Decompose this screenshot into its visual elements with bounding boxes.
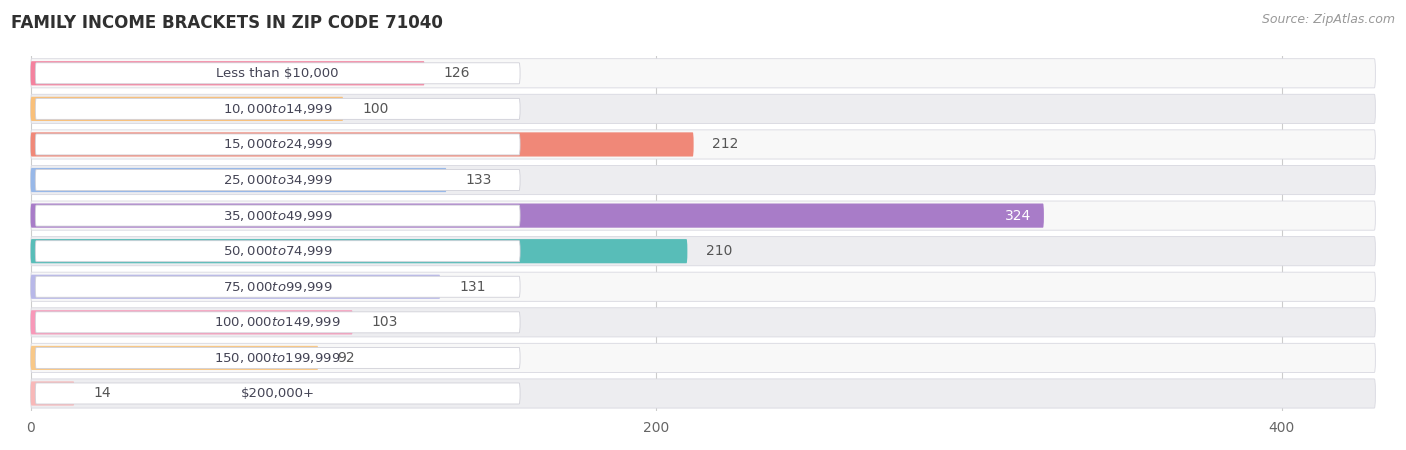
Text: $200,000+: $200,000+	[240, 387, 315, 400]
Text: 210: 210	[706, 244, 733, 258]
Text: 92: 92	[337, 351, 354, 365]
Text: $35,000 to $49,999: $35,000 to $49,999	[224, 209, 333, 223]
Text: $50,000 to $74,999: $50,000 to $74,999	[224, 244, 333, 258]
FancyBboxPatch shape	[31, 168, 447, 192]
FancyBboxPatch shape	[31, 130, 1375, 159]
Text: 133: 133	[465, 173, 492, 187]
Text: 14: 14	[93, 387, 111, 400]
FancyBboxPatch shape	[31, 94, 1375, 123]
FancyBboxPatch shape	[35, 276, 520, 297]
Text: FAMILY INCOME BRACKETS IN ZIP CODE 71040: FAMILY INCOME BRACKETS IN ZIP CODE 71040	[11, 14, 443, 32]
FancyBboxPatch shape	[31, 346, 318, 370]
FancyBboxPatch shape	[31, 343, 1375, 373]
FancyBboxPatch shape	[31, 132, 693, 157]
Text: Source: ZipAtlas.com: Source: ZipAtlas.com	[1261, 14, 1395, 27]
FancyBboxPatch shape	[35, 347, 520, 369]
FancyBboxPatch shape	[35, 170, 520, 190]
Text: Less than $10,000: Less than $10,000	[217, 67, 339, 80]
FancyBboxPatch shape	[31, 58, 1375, 88]
Text: $25,000 to $34,999: $25,000 to $34,999	[224, 173, 333, 187]
FancyBboxPatch shape	[31, 239, 688, 263]
Text: 126: 126	[443, 66, 470, 80]
FancyBboxPatch shape	[35, 99, 520, 119]
FancyBboxPatch shape	[31, 382, 75, 405]
FancyBboxPatch shape	[31, 166, 1375, 194]
FancyBboxPatch shape	[35, 241, 520, 262]
FancyBboxPatch shape	[31, 310, 353, 334]
FancyBboxPatch shape	[31, 203, 1043, 228]
Text: $100,000 to $149,999: $100,000 to $149,999	[215, 315, 342, 329]
FancyBboxPatch shape	[35, 63, 520, 84]
FancyBboxPatch shape	[31, 379, 1375, 408]
Text: $150,000 to $199,999: $150,000 to $199,999	[215, 351, 342, 365]
FancyBboxPatch shape	[35, 312, 520, 333]
FancyBboxPatch shape	[31, 274, 440, 299]
FancyBboxPatch shape	[35, 383, 520, 404]
Text: $75,000 to $99,999: $75,000 to $99,999	[224, 280, 333, 294]
FancyBboxPatch shape	[31, 97, 343, 121]
Text: 324: 324	[1005, 209, 1032, 223]
FancyBboxPatch shape	[31, 201, 1375, 230]
Text: 131: 131	[460, 280, 485, 294]
Text: 212: 212	[713, 137, 738, 152]
FancyBboxPatch shape	[31, 61, 425, 86]
FancyBboxPatch shape	[35, 134, 520, 155]
Text: 100: 100	[363, 102, 388, 116]
Text: $15,000 to $24,999: $15,000 to $24,999	[224, 137, 333, 152]
FancyBboxPatch shape	[31, 272, 1375, 302]
Text: $10,000 to $14,999: $10,000 to $14,999	[224, 102, 333, 116]
FancyBboxPatch shape	[31, 308, 1375, 337]
FancyBboxPatch shape	[35, 205, 520, 226]
FancyBboxPatch shape	[31, 237, 1375, 266]
Text: 103: 103	[371, 315, 398, 329]
